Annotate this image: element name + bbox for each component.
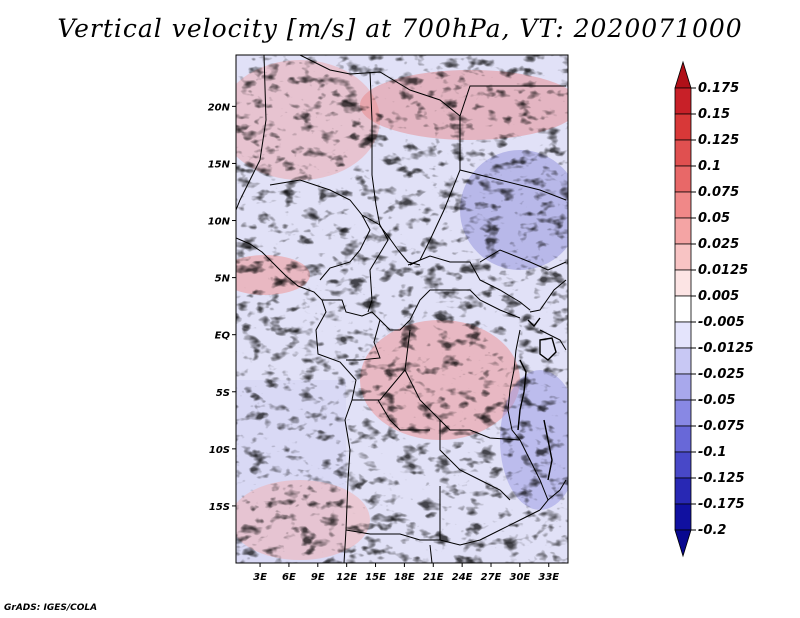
colorbar-swatch <box>674 269 692 297</box>
colorbar-label: 0.075 <box>698 185 739 200</box>
country-borders <box>236 55 567 563</box>
colorbar-label: -0.1 <box>698 445 726 460</box>
colorbar-label: -0.05 <box>698 393 735 408</box>
x-tick-label: 21E <box>423 572 444 583</box>
colorbar-swatch <box>674 321 692 349</box>
colorbar-label: -0.175 <box>698 497 745 512</box>
colorbar-label: 0.025 <box>698 237 739 252</box>
colorbar-label: -0.125 <box>698 471 745 486</box>
colorbar-label: 0.125 <box>698 133 739 148</box>
colorbar-label: -0.2 <box>698 523 726 538</box>
x-tick-label: 27E <box>481 572 502 583</box>
colorbar-label: 0.15 <box>698 107 730 122</box>
colorbar-swatch <box>674 373 692 401</box>
colorbar-swatch <box>674 139 692 167</box>
colorbar-swatch <box>674 243 692 271</box>
grads-credit: GrADS: IGES/COLA <box>4 603 98 613</box>
x-axis: 3E 6E 9E 12E 15E 18E 21E 24E 27E 30E 33E <box>253 563 559 583</box>
x-tick-label: 33E <box>538 572 559 583</box>
colorbar-label: 0.05 <box>698 211 730 226</box>
x-tick-label: 24E <box>452 572 473 583</box>
colorbar-swatch <box>674 295 692 323</box>
colorbar-label: 0.005 <box>698 289 739 304</box>
colorbar-swatch <box>674 113 692 141</box>
colorbar-swatch <box>674 191 692 219</box>
colorbar-swatch <box>674 451 692 479</box>
colorbar-label: -0.075 <box>698 419 745 434</box>
velocity-field <box>236 55 568 563</box>
plot-frame <box>235 54 569 564</box>
y-tick-label: 10S <box>209 445 230 456</box>
colorbar-swatch <box>674 529 692 558</box>
y-tick-label: 20N <box>208 102 231 113</box>
colorbar-swatch <box>674 347 692 375</box>
colorbar-swatch <box>674 217 692 245</box>
colorbar-label: -0.005 <box>698 315 745 330</box>
y-tick-label: 10N <box>208 217 231 228</box>
colorbar-swatch <box>674 87 692 115</box>
y-tick-label: 15N <box>208 159 231 170</box>
x-tick-label: 18E <box>394 572 415 583</box>
x-tick-label: 15E <box>365 572 386 583</box>
colorbar-swatch <box>674 425 692 453</box>
x-tick-label: 6E <box>282 572 296 583</box>
colorbar-swatch <box>674 477 692 505</box>
y-tick-label: 5S <box>216 388 230 399</box>
x-tick-label: 3E <box>253 572 267 583</box>
colorbar-label: 0.1 <box>698 159 721 174</box>
colorbar-swatch <box>674 60 692 89</box>
lake-outlines <box>517 317 557 481</box>
colorbar-swatch <box>674 503 692 531</box>
y-tick-label: 5N <box>215 274 231 285</box>
colorbar-label: -0.025 <box>698 367 745 382</box>
y-axis: 20N 15N 10N 5N EQ 5S 10S 15S <box>208 102 236 513</box>
x-tick-label: 12E <box>336 572 357 583</box>
y-tick-label: 15S <box>209 502 230 513</box>
colorbar: 0.175 0.15 0.125 0.1 0.075 0.05 0.025 0.0125 0.0… <box>674 60 754 558</box>
x-tick-label: 9E <box>311 572 325 583</box>
colorbar-label: 0.0125 <box>698 263 748 278</box>
colorbar-label: -0.0125 <box>698 341 754 356</box>
colorbar-swatch <box>674 165 692 193</box>
colorbar-label: 0.175 <box>698 81 739 96</box>
y-tick-label: EQ <box>215 331 231 342</box>
x-tick-label: 30E <box>510 572 531 583</box>
chart-title: Vertical velocity [m/s] at 700hPa, VT: 2… <box>57 14 743 43</box>
colorbar-swatch <box>674 399 692 427</box>
